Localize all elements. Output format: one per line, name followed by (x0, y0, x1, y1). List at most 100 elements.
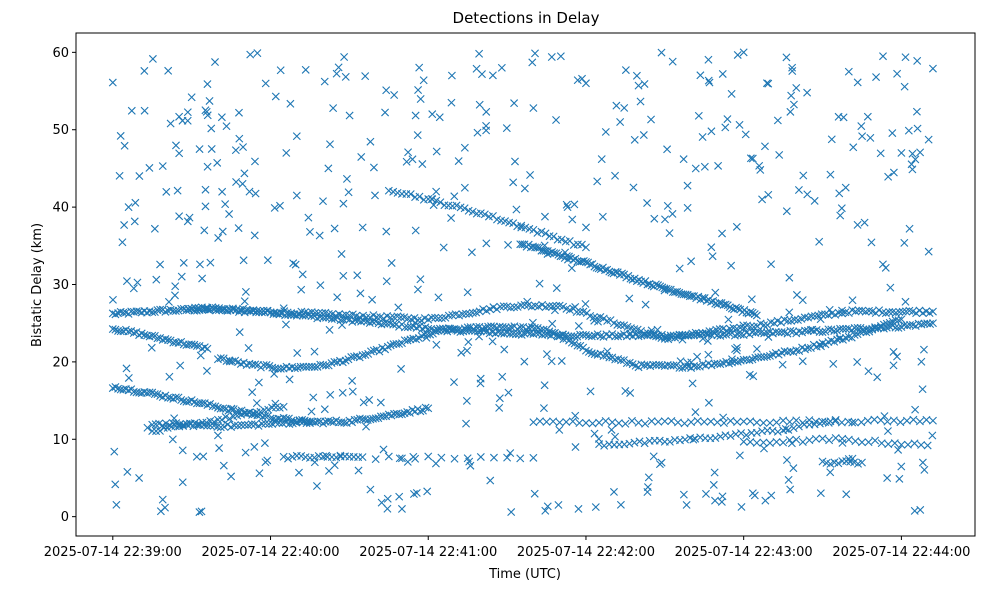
data-point-307 (256, 307, 265, 316)
data-point-543 (216, 354, 225, 363)
data-point-495 (898, 307, 907, 316)
data-point-1669 (554, 500, 563, 509)
data-point-1202 (541, 229, 550, 238)
data-point-935 (279, 402, 288, 411)
data-point-1372 (721, 123, 730, 132)
data-point-645 (507, 323, 516, 332)
data-point-504 (928, 307, 937, 316)
data-point-1775 (108, 295, 117, 304)
data-point-656 (539, 325, 548, 334)
data-point-1608 (542, 350, 551, 359)
data-point-378 (499, 302, 508, 311)
data-point-1711 (110, 447, 119, 456)
data-point-946 (182, 419, 191, 428)
data-point-381 (510, 303, 519, 312)
data-point-1540 (876, 149, 885, 158)
data-point-1645 (767, 260, 776, 269)
data-point-1074 (915, 417, 924, 426)
data-point-1880 (889, 168, 898, 177)
data-point-1763 (201, 202, 210, 211)
data-point-327 (324, 309, 333, 318)
data-point-1657 (839, 113, 848, 122)
data-point-1681 (196, 351, 205, 360)
data-point-1021 (568, 417, 577, 426)
data-point-399 (572, 308, 581, 317)
data-point-1844 (620, 103, 629, 112)
data-point-1012 (503, 453, 512, 462)
data-point-701 (669, 361, 678, 370)
data-point-1618 (171, 282, 180, 291)
data-point-1675 (711, 288, 720, 297)
data-point-941 (165, 421, 174, 430)
data-point-1338 (203, 80, 212, 89)
data-point-392 (548, 302, 557, 311)
data-point-450 (746, 322, 755, 331)
data-point-26 (177, 304, 186, 313)
data-point-1350 (353, 271, 362, 280)
data-point-1697 (387, 258, 396, 267)
data-point-1114 (784, 425, 793, 434)
data-point-1126 (752, 438, 761, 447)
data-point-1790 (679, 155, 688, 164)
data-point-1771 (147, 343, 156, 352)
data-point-1341 (234, 108, 243, 117)
data-point-1593 (217, 113, 226, 122)
data-point-1824 (201, 185, 210, 194)
data-point-511 (124, 327, 133, 336)
data-point-1809 (571, 411, 580, 420)
data-point-526 (164, 336, 172, 345)
data-point-1730 (539, 404, 548, 413)
data-point-1896 (894, 445, 903, 454)
data-point-1339 (213, 431, 222, 440)
data-point-1325 (752, 311, 761, 320)
data-point-1473 (547, 357, 556, 366)
data-point-522 (153, 334, 162, 343)
data-point-1629 (911, 155, 920, 164)
data-point-1052 (772, 418, 781, 427)
data-point-348 (396, 313, 405, 322)
data-point-1802 (488, 337, 497, 346)
data-point-1857 (767, 491, 776, 500)
data-point-1879 (665, 229, 674, 238)
data-point-1832 (764, 79, 773, 88)
data-point-1459 (562, 200, 571, 209)
data-point-774 (882, 319, 891, 328)
data-point-1484 (429, 201, 438, 210)
data-point-1414 (507, 508, 516, 517)
data-point-1144 (871, 436, 880, 445)
data-point-897 (416, 407, 425, 416)
data-point-15 (148, 308, 157, 317)
data-point-880 (371, 414, 380, 423)
data-point-1842 (540, 212, 549, 221)
data-point-1401 (919, 345, 928, 354)
data-point-949 (192, 420, 201, 429)
data-point-903 (155, 426, 164, 435)
data-point-1058 (811, 417, 820, 426)
data-point-1026 (601, 417, 610, 425)
data-point-1718 (707, 243, 716, 252)
data-point-1617 (293, 349, 302, 358)
y-axis-label: Bistatic Delay (km) (30, 223, 45, 347)
data-point-1440 (884, 172, 893, 181)
data-point-1739 (826, 468, 835, 477)
data-point-1871 (244, 344, 253, 352)
data-point-1810 (376, 398, 385, 407)
data-point-1135 (811, 434, 820, 443)
data-point-1884 (310, 347, 319, 356)
data-point-1425 (732, 222, 741, 231)
data-point-1599 (403, 457, 412, 466)
data-point-1538 (394, 303, 403, 312)
data-point-1045 (726, 416, 735, 425)
data-point-1343 (253, 49, 262, 58)
data-point-1766 (418, 160, 427, 169)
data-point-1246 (586, 260, 595, 269)
data-point-252 (830, 326, 839, 335)
data-point-1415 (704, 398, 713, 407)
data-point-1396 (431, 459, 440, 468)
data-point-852 (298, 415, 307, 424)
data-point-1782 (733, 50, 742, 59)
data-point-1029 (621, 419, 630, 428)
data-point-1591 (701, 489, 710, 498)
data-point-499 (912, 309, 921, 318)
data-point-747 (803, 344, 812, 353)
